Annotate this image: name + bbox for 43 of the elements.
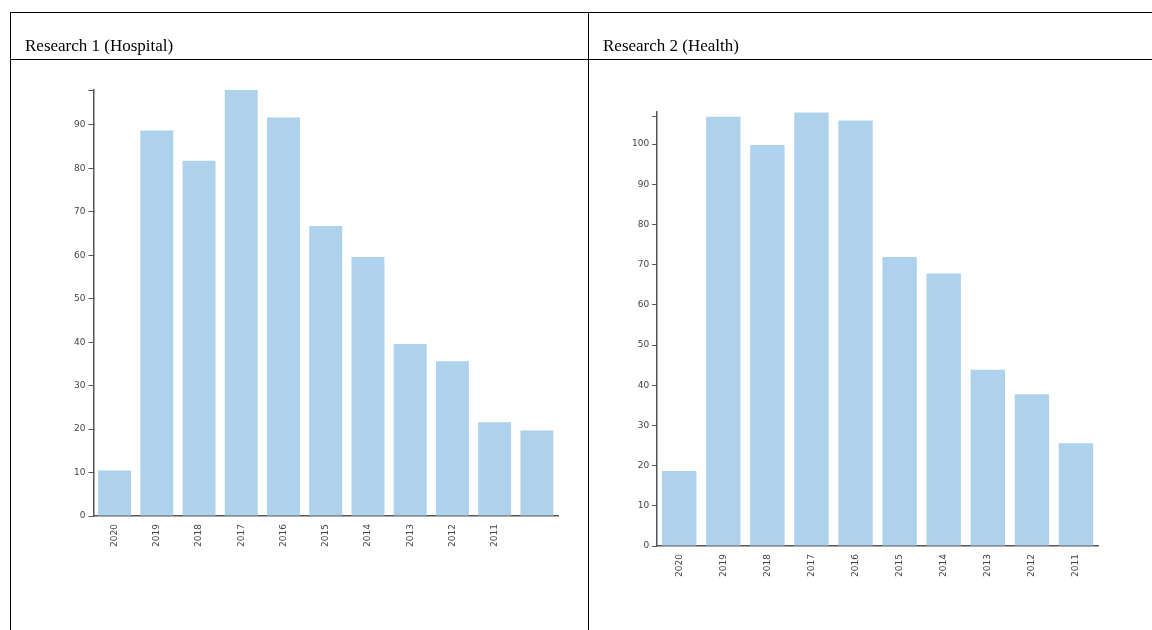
y-tick-label: 40 <box>637 379 650 390</box>
y-tick-label: 50 <box>637 339 650 350</box>
x-tick-label: 2018 <box>193 523 204 547</box>
x-tick-label: 2013 <box>404 524 415 547</box>
y-tick-label: 40 <box>74 336 86 347</box>
x-tick-label: 2017 <box>805 554 816 577</box>
y-tick-label: 20 <box>74 423 86 434</box>
x-tick-label: 2015 <box>893 554 904 577</box>
x-tick-label: 2014 <box>362 523 373 547</box>
x-tick-label: 2012 <box>1026 554 1037 577</box>
x-tick-label: 2016 <box>849 553 860 577</box>
y-tick-label: 60 <box>74 249 86 260</box>
y-tick-label: 90 <box>637 178 650 189</box>
y-tick-label: 70 <box>637 259 650 270</box>
x-tick-label: 2011 <box>1070 554 1081 577</box>
y-tick-label: 80 <box>74 162 86 173</box>
x-tick-label: 2014 <box>938 553 949 577</box>
x-tick-label: 2017 <box>235 524 246 547</box>
y-tick-label: 30 <box>74 380 86 390</box>
x-tick-label: 2020 <box>673 553 684 577</box>
y-tick-label: 20 <box>637 460 650 471</box>
x-tick-label: 2019 <box>717 553 728 577</box>
y-tick-label: 30 <box>637 419 650 430</box>
x-tick-label: 2018 <box>761 553 772 577</box>
y-tick-label: 90 <box>74 119 86 130</box>
x-tick-label: 2016 <box>277 523 288 547</box>
y-tick-label: 0 <box>643 540 650 551</box>
x-tick-label: 2019 <box>151 523 162 547</box>
chart-title: Research 2 (Health) <box>589 13 1152 60</box>
y-tick-label: 10 <box>74 466 86 477</box>
y-tick-label: 70 <box>74 206 86 217</box>
y-tick-label: 50 <box>74 293 86 304</box>
y-tick-label: 10 <box>637 500 650 511</box>
y-tick-label: 80 <box>637 218 650 229</box>
x-tick-label: 2015 <box>320 524 331 547</box>
x-tick-label: 2020 <box>108 523 119 547</box>
x-tick-label: 2013 <box>982 554 993 577</box>
chart-title: Research 1 (Hospital) <box>11 13 588 60</box>
y-tick-label: 0 <box>79 510 86 521</box>
x-tick-label: 2012 <box>446 524 457 547</box>
y-tick-label: 60 <box>637 299 650 310</box>
y-tick-label: 100 <box>631 138 650 149</box>
x-tick-label: 2011 <box>489 524 499 547</box>
